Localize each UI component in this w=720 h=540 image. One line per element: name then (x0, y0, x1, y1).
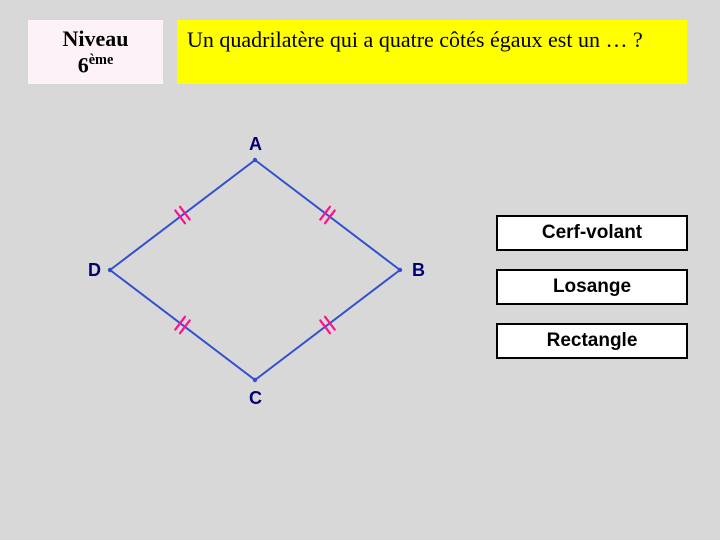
question-text: Un quadrilatère qui a quatre côtés égaux… (187, 27, 643, 52)
vertex-label-c: C (249, 388, 262, 409)
answer-option-0[interactable]: Cerf-volant (496, 215, 688, 251)
level-box: Niveau 6ème (28, 20, 163, 84)
level-grade: 6ème (32, 52, 159, 78)
level-label: Niveau (32, 26, 159, 52)
answer-list: Cerf-volant Losange Rectangle (496, 215, 688, 359)
vertex-label-d: D (88, 260, 101, 281)
page-root: Niveau 6ème Un quadrilatère qui a quatre… (0, 0, 720, 540)
header-row: Niveau 6ème Un quadrilatère qui a quatre… (0, 20, 720, 84)
answer-option-1[interactable]: Losange (496, 269, 688, 305)
rhombus-diagram: A B C D (60, 130, 450, 420)
vertex-label-b: B (412, 260, 425, 281)
question-box: Un quadrilatère qui a quatre côtés égaux… (177, 20, 687, 84)
vertex-label-a: A (249, 134, 262, 155)
level-grade-suffix: ème (89, 52, 114, 68)
level-grade-number: 6 (78, 52, 89, 77)
answer-option-2[interactable]: Rectangle (496, 323, 688, 359)
rhombus-svg (60, 130, 450, 420)
